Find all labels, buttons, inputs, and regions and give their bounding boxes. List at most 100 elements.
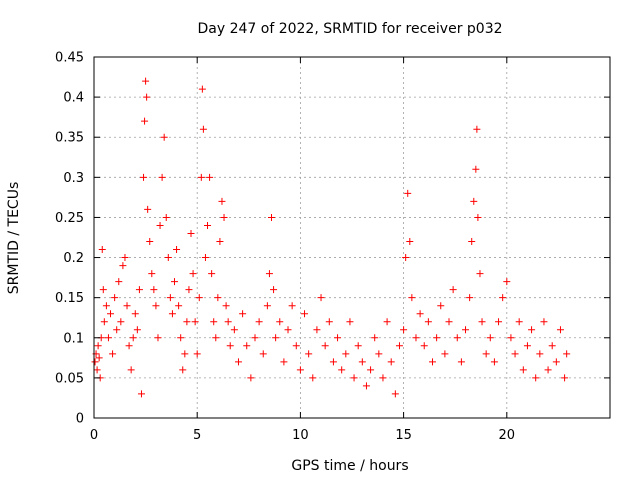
data-point: [158, 173, 166, 181]
data-point: [100, 318, 108, 326]
data-point: [197, 173, 205, 181]
data-point: [412, 334, 420, 342]
data-point: [472, 165, 480, 173]
data-point: [175, 302, 183, 310]
data-point: [119, 262, 127, 270]
x-tick-label: 20: [499, 428, 516, 443]
data-point: [150, 286, 158, 294]
data-point: [265, 270, 273, 278]
data-point: [239, 310, 247, 318]
data-point: [474, 213, 482, 221]
data-point: [230, 326, 238, 334]
data-point: [321, 342, 329, 350]
plot-frame: [93, 56, 611, 419]
data-point: [181, 350, 189, 358]
data-point: [183, 318, 191, 326]
data-point: [177, 334, 185, 342]
data-point: [400, 326, 408, 334]
data-point: [556, 326, 564, 334]
data-point: [470, 197, 478, 205]
data-point: [276, 318, 284, 326]
x-axis-label: GPS time / hours: [291, 458, 408, 474]
y-tick-label: 0.25: [55, 211, 84, 226]
data-point: [346, 318, 354, 326]
data-point: [129, 334, 137, 342]
data-point: [146, 238, 154, 246]
data-point: [259, 350, 267, 358]
data-point: [350, 374, 358, 382]
data-point: [490, 358, 498, 366]
data-point: [416, 310, 424, 318]
data-point: [179, 366, 187, 374]
y-tick-label: 0.2: [63, 251, 84, 266]
data-point: [148, 270, 156, 278]
data-point: [210, 318, 218, 326]
data-point: [515, 318, 523, 326]
grid-lines: [94, 57, 610, 418]
data-point: [168, 310, 176, 318]
data-point: [123, 302, 131, 310]
data-point: [160, 133, 168, 141]
data-point: [144, 205, 152, 213]
data-point: [329, 358, 337, 366]
data-point: [284, 326, 292, 334]
data-point: [511, 350, 519, 358]
data-point: [296, 366, 304, 374]
data-point: [544, 366, 552, 374]
y-tick-label: 0.05: [55, 371, 84, 386]
data-point: [486, 334, 494, 342]
data-point: [109, 350, 117, 358]
data-point: [99, 286, 107, 294]
data-point: [445, 318, 453, 326]
data-point: [268, 213, 276, 221]
data-point: [536, 350, 544, 358]
data-point: [561, 374, 569, 382]
data-point: [243, 342, 251, 350]
data-point: [473, 125, 481, 133]
data-point: [137, 390, 145, 398]
data-point: [204, 221, 212, 229]
data-point: [387, 358, 395, 366]
data-point: [441, 350, 449, 358]
data-point: [548, 342, 556, 350]
data-point: [433, 334, 441, 342]
data-point: [206, 173, 214, 181]
data-point: [125, 342, 133, 350]
data-point: [270, 286, 278, 294]
data-point: [224, 318, 232, 326]
data-point: [404, 189, 412, 197]
x-tick-label: 10: [292, 428, 309, 443]
data-point: [127, 366, 135, 374]
data-point: [102, 302, 110, 310]
data-point: [528, 326, 536, 334]
data-point: [375, 350, 383, 358]
data-point: [424, 318, 432, 326]
data-point: [519, 366, 527, 374]
data-point: [453, 334, 461, 342]
data-point: [317, 294, 325, 302]
data-point: [195, 294, 203, 302]
data-point: [191, 318, 199, 326]
data-point: [199, 125, 207, 133]
data-point: [334, 334, 342, 342]
data-point: [187, 229, 195, 237]
data-point: [91, 358, 99, 366]
data-point: [379, 374, 387, 382]
data-point: [95, 354, 103, 362]
data-point: [402, 254, 410, 262]
y-tick-label: 0.45: [55, 51, 84, 66]
data-point: [499, 294, 507, 302]
data-point: [362, 382, 370, 390]
data-point: [133, 326, 141, 334]
data-point: [107, 310, 115, 318]
data-point: [164, 254, 172, 262]
data-point: [468, 238, 476, 246]
data-point: [226, 342, 234, 350]
data-point: [135, 286, 143, 294]
data-point: [437, 302, 445, 310]
data-point: [305, 350, 313, 358]
data-point: [115, 278, 123, 286]
data-point: [152, 302, 160, 310]
data-point: [280, 358, 288, 366]
y-tick-label: 0.1: [63, 331, 84, 346]
